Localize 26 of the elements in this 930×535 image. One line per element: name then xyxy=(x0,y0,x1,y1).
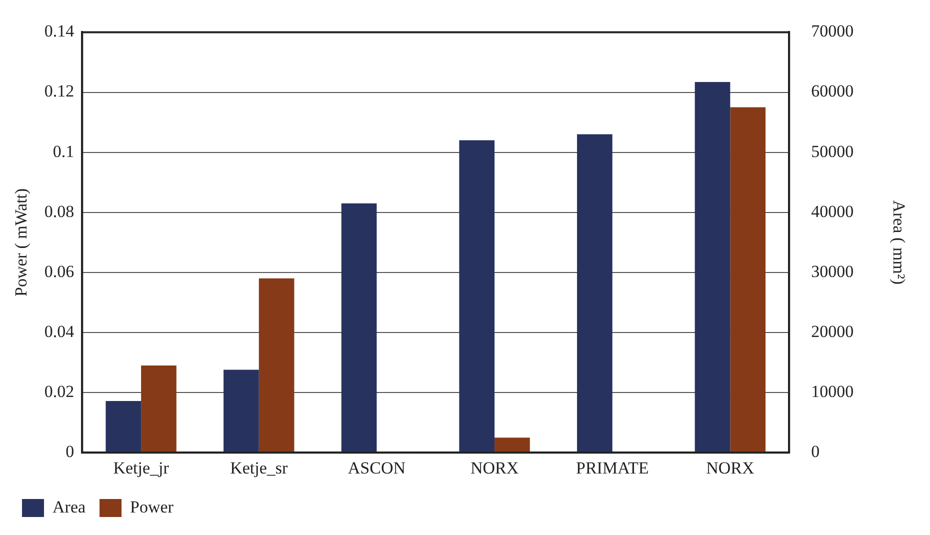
y2-axis-title: Area ( mm²) xyxy=(889,200,908,285)
y-tick-label: 0.04 xyxy=(44,322,75,341)
legend-label: Power xyxy=(130,497,174,516)
y2-tick-label: 10000 xyxy=(811,382,854,402)
x-tick-label: NORX xyxy=(470,458,519,478)
y-tick-label: 0.1 xyxy=(52,142,74,161)
y2-tick-label: 0 xyxy=(811,442,820,462)
y-axis-title: Power ( mWatt) xyxy=(12,188,31,296)
x-tick-label: Ketje_jr xyxy=(113,458,170,478)
y2-tick-label: 30000 xyxy=(811,262,854,281)
x-tick-label: Ketje_sr xyxy=(230,458,288,478)
y-tick-label: 0.14 xyxy=(44,22,75,41)
y-tick-label: 0.02 xyxy=(44,382,74,402)
y2-tick-label: 40000 xyxy=(811,202,854,221)
x-tick-label: PRIMATE xyxy=(576,458,649,478)
y2-tick-label: 60000 xyxy=(811,82,854,101)
y-tick-label: 0.06 xyxy=(44,262,74,281)
y-tick-label: 0.12 xyxy=(44,82,74,101)
y2-tick-label: 20000 xyxy=(811,322,854,341)
y-tick-label: 0 xyxy=(66,442,74,462)
y-tick-label: 0.08 xyxy=(44,202,74,221)
y2-tick-label: 70000 xyxy=(811,22,854,41)
x-tick-label: ASCON xyxy=(348,458,406,478)
y2-tick-label: 50000 xyxy=(811,142,854,161)
x-tick-label: NORX xyxy=(706,458,754,478)
legend-label: Area xyxy=(52,497,86,516)
